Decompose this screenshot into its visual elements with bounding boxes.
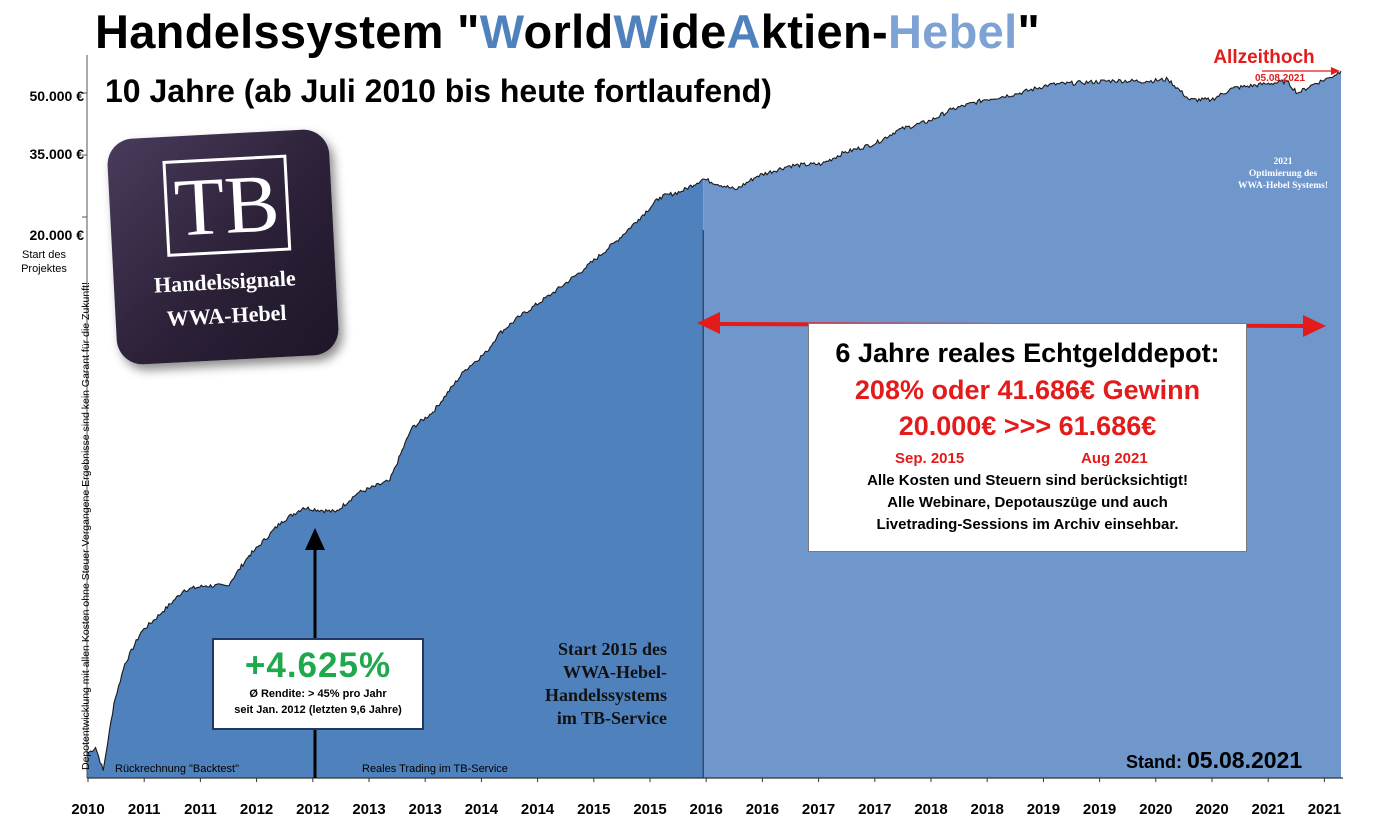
info-from-date: Sep. 2015 (895, 450, 965, 467)
x-tick-label: 2019 (1027, 801, 1060, 818)
x-tick-label: 2016 (746, 801, 779, 818)
x-tick-label: 2019 (1083, 801, 1116, 818)
title-part: W (479, 5, 524, 58)
all-time-high-date: 05.08.2021 (1254, 73, 1306, 84)
y-label-50000: 50.000 € (29, 88, 85, 104)
info-heading: 6 Jahre reales Echtgelddepot: (835, 338, 1220, 368)
x-tick-label: 2018 (914, 801, 947, 818)
start-2015-label: Start 2015 des WWA-Hebel- Handelssystems… (505, 638, 667, 730)
backtest-area (87, 179, 704, 778)
optimization-note: 2021 Optimierung des WWA-Hebel Systems! (1226, 156, 1340, 192)
stand-label: Stand: (1126, 752, 1182, 772)
x-tick-label: 2010 (71, 801, 104, 818)
title-part: ktien- (760, 5, 888, 58)
x-tick-label: 2020 (1139, 801, 1172, 818)
title-part: ide (657, 5, 727, 58)
optimization-line-1: Optimierung des (1248, 169, 1318, 179)
all-time-high-label: Allzeithoch (1213, 47, 1315, 68)
backtest-label: Rückrechnung "Backtest" (115, 763, 239, 775)
return-value: +4.625% (244, 646, 392, 685)
info-line-3: Livetrading-Sessions im Archiv einsehbar… (876, 516, 1179, 533)
period-arrow-left-head (697, 312, 720, 334)
title-part: A (726, 5, 761, 58)
x-tick-label: 2021 (1308, 801, 1341, 818)
x-tick-label: 2016 (690, 801, 723, 818)
info-to-date: Aug 2021 (1081, 450, 1148, 467)
info-dates: Sep. 2015 Aug 2021 (809, 450, 1246, 470)
x-tick-label: 2013 (409, 801, 442, 818)
equity-line (86, 70, 1342, 771)
start-2015-line: Handelssystems (544, 685, 667, 705)
y-label-20000: 20.000 € (29, 227, 85, 243)
start-2015-line: im TB-Service (556, 708, 667, 728)
info-range: 20.000€ >>> 61.686€ (898, 411, 1157, 441)
chart-subtitle: 10 Jahre (ab Juli 2010 bis heute fortlau… (105, 73, 772, 109)
title-part: W (613, 5, 658, 58)
x-tick-label: 2014 (465, 801, 499, 818)
x-tick-label: 2013 (352, 801, 385, 818)
x-tick-label: 2011 (184, 801, 217, 818)
x-tick-label: 2014 (521, 801, 555, 818)
optimization-year: 2021 (1273, 157, 1293, 167)
stand-date: Stand: 05.08.2021 (1126, 747, 1302, 774)
start-2015-line: WWA-Hebel- (563, 662, 667, 682)
title-part: orld (523, 5, 614, 58)
disclaimer-text: Depotentwicklung mit allen Kosten ohne S… (80, 282, 92, 770)
y-label-35000: 35.000 € (29, 146, 85, 162)
real-depot-info-box: 6 Jahre reales Echtgelddepot: 208% oder … (808, 323, 1247, 552)
x-tick-label: 2012 (296, 801, 329, 818)
logo-tb-mark: TB (162, 154, 292, 257)
title-part: " (1017, 5, 1041, 58)
logo-line-2: WWA-Hebel (166, 299, 288, 332)
period-arrow-right-head (1303, 315, 1326, 337)
x-tick-label: 2015 (577, 801, 610, 818)
x-tick-label: 2018 (971, 801, 1004, 818)
logo-line-1: Handelssignale (153, 265, 297, 298)
x-tick-label: 2011 (128, 801, 161, 818)
optimization-line-2: WWA-Hebel Systems! (1238, 181, 1328, 191)
chart-title: Handelssystem "WorldWideAktien-Hebel" (95, 4, 1040, 59)
info-line-2: Alle Webinare, Depotauszüge und auch (887, 494, 1168, 511)
real-trading-label: Reales Trading im TB-Service (362, 763, 508, 775)
return-line-1: Ø Rendite: > 45% pro Jahr (249, 688, 387, 700)
x-tick-label: 2021 (1252, 801, 1285, 818)
title-part: Handelssystem " (95, 5, 480, 58)
y-label-start-note: Start des Projektes (21, 249, 67, 275)
info-gain: 208% oder 41.686€ Gewinn (854, 375, 1201, 405)
return-arrow-head (305, 528, 325, 550)
x-tick-label: 2015 (633, 801, 666, 818)
x-tick-label: 2020 (1195, 801, 1228, 818)
tb-logo: TB Handelssignale WWA-Hebel (106, 128, 340, 366)
start-2015-line: Start 2015 des (558, 639, 667, 659)
x-tick-label: 2017 (858, 801, 891, 818)
return-box: +4.625% Ø Rendite: > 45% pro Jahr seit J… (212, 638, 424, 730)
stand-value: 05.08.2021 (1187, 747, 1303, 773)
ath-arrow-head (1331, 67, 1340, 75)
x-tick-label: 2012 (240, 801, 273, 818)
info-line-1: Alle Kosten und Steuern sind berücksicht… (867, 472, 1188, 489)
return-line-2: seit Jan. 2012 (letzten 9,6 Jahre) (234, 704, 402, 716)
title-part: Hebel (887, 5, 1018, 58)
x-tick-label: 2017 (802, 801, 835, 818)
